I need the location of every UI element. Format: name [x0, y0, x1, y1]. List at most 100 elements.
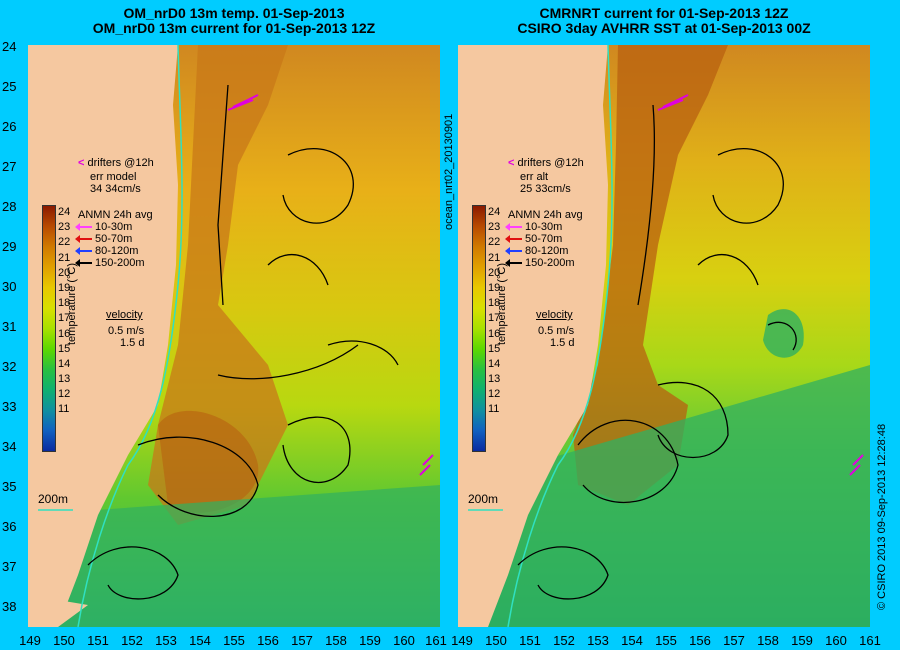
arrow-icon — [505, 259, 522, 268]
arrow-icon — [505, 223, 522, 232]
lon-label: 160 — [393, 633, 415, 648]
lat-label: 29 — [2, 239, 17, 254]
drifters-label: drifters @12h — [87, 157, 154, 169]
warm-eac-core — [573, 45, 728, 505]
lon-label: 153 — [155, 633, 177, 648]
drifter-icon: < — [78, 157, 85, 169]
colorbar-tick: 13 — [488, 373, 501, 386]
speed-label: 0.5 m/s — [538, 325, 575, 337]
depth-label: 50-70m — [95, 233, 133, 245]
lon-label: 158 — [757, 633, 779, 648]
right-title: CMRNRT current for 01-Sep-2013 12Z CSIRO… — [458, 6, 870, 36]
coast-200m-contour — [77, 45, 183, 627]
velocity-label: velocity — [536, 309, 573, 321]
current-vectors — [87, 84, 399, 600]
right-map-panel: 24 23 22 21 20 19 18 17 16 15 14 13 12 1… — [458, 45, 870, 627]
contour-label: 200m — [38, 492, 69, 506]
lon-label: 151 — [519, 633, 541, 648]
depth-row: 80-120m — [505, 245, 584, 257]
speed-label: 0.5 m/s — [108, 325, 145, 337]
colorbar-tick: 22 — [58, 236, 71, 249]
colorbar-tick: 17 — [488, 312, 501, 325]
drifter-arrows — [657, 94, 864, 476]
drifter-arrows — [227, 94, 434, 476]
lon-label: 159 — [359, 633, 381, 648]
lon-label: 156 — [257, 633, 279, 648]
colorbar-tick: 21 — [58, 251, 71, 264]
right-title-line1: CMRNRT current for 01-Sep-2013 12Z — [539, 5, 789, 21]
left-legend: < drifters @12h err model 34 34cm/s ANMN… — [75, 157, 154, 349]
lon-label: 160 — [825, 633, 847, 648]
right-side-copyright: © CSIRO 2013 09-Sep-2013 12:28:48 — [876, 423, 888, 610]
depth-label: 80-120m — [525, 245, 569, 257]
err-label: err model — [90, 171, 137, 183]
lon-label: 161 — [859, 633, 881, 648]
colorbar-tick: 12 — [488, 388, 501, 401]
anmn-label: ANMN 24h avg — [78, 209, 153, 221]
lon-label: 158 — [325, 633, 347, 648]
lon-label: 153 — [587, 633, 609, 648]
colorbar-tick: 19 — [488, 281, 501, 294]
duration-label: 1.5 d — [120, 337, 145, 349]
lon-label: 157 — [723, 633, 745, 648]
lat-label: 28 — [2, 199, 17, 214]
colorbar-tick: 11 — [488, 403, 500, 416]
depth-label: 80-120m — [95, 245, 139, 257]
colorbar-tick: 24 — [58, 206, 71, 218]
depth-row: 50-70m — [505, 233, 584, 245]
colorbar-tick: 23 — [488, 221, 501, 234]
depth-row: 150-200m — [75, 257, 154, 269]
colorbar-tick: 16 — [58, 327, 71, 340]
lat-label: 35 — [2, 479, 17, 494]
colorbar-tick: 22 — [488, 236, 501, 249]
lat-label: 36 — [2, 519, 17, 534]
colorbar-tick: 14 — [58, 357, 71, 370]
colorbar-tick: 17 — [58, 312, 71, 325]
depth-label: 150-200m — [95, 257, 145, 269]
lat-label: 33 — [2, 399, 17, 414]
depth-label: 10-30m — [525, 221, 563, 233]
warm-eddy — [158, 410, 259, 513]
lon-label: 152 — [121, 633, 143, 648]
lat-label: 31 — [2, 319, 17, 334]
colorbar-tick: 24 — [488, 206, 501, 218]
depth-row: 150-200m — [505, 257, 584, 269]
lon-label: 150 — [53, 633, 75, 648]
duration-label: 1.5 d — [550, 337, 575, 349]
left-title-line1: OM_nrD0 13m temp. 01-Sep-2013 — [123, 5, 345, 21]
lon-label: 152 — [553, 633, 575, 648]
cool-eddy — [763, 309, 804, 358]
land — [458, 45, 608, 627]
lat-label: 34 — [2, 439, 17, 454]
colorbar-tick: 14 — [488, 357, 501, 370]
lon-label: 151 — [87, 633, 109, 648]
colorbar-tick: 23 — [58, 221, 71, 234]
cool-south — [28, 485, 440, 627]
colorbar-tick: 20 — [488, 266, 501, 279]
lat-label: 30 — [2, 279, 17, 294]
depth-row: 10-30m — [75, 221, 154, 233]
drifters-legend: < drifters @12h — [508, 157, 584, 169]
lon-label: 159 — [791, 633, 813, 648]
current-vectors — [517, 104, 797, 600]
colorbar-tick: 21 — [488, 251, 501, 264]
colorbar-tick: 16 — [488, 327, 501, 340]
drifter-icon: < — [508, 157, 515, 169]
depth-row: 80-120m — [75, 245, 154, 257]
lon-label: 155 — [223, 633, 245, 648]
lat-label: 38 — [2, 599, 17, 614]
temperature-colorbar — [472, 205, 486, 452]
arrow-icon — [75, 247, 92, 256]
lon-label: 161 — [425, 633, 447, 648]
left-side-id: ocean_nrt02_20130901 — [443, 113, 455, 230]
depth-row: 50-70m — [75, 233, 154, 245]
colorbar-tick: 15 — [488, 342, 501, 355]
arrow-icon — [75, 259, 92, 268]
lat-label: 32 — [2, 359, 17, 374]
drifters-legend: < drifters @12h — [78, 157, 154, 169]
right-map — [458, 45, 870, 627]
colorbar-ticks: 24 23 22 21 20 19 18 17 16 15 14 13 12 1… — [488, 205, 500, 418]
colorbar-tick: 11 — [58, 403, 70, 416]
colorbar-tick: 19 — [58, 281, 71, 294]
lat-label: 27 — [2, 159, 17, 174]
